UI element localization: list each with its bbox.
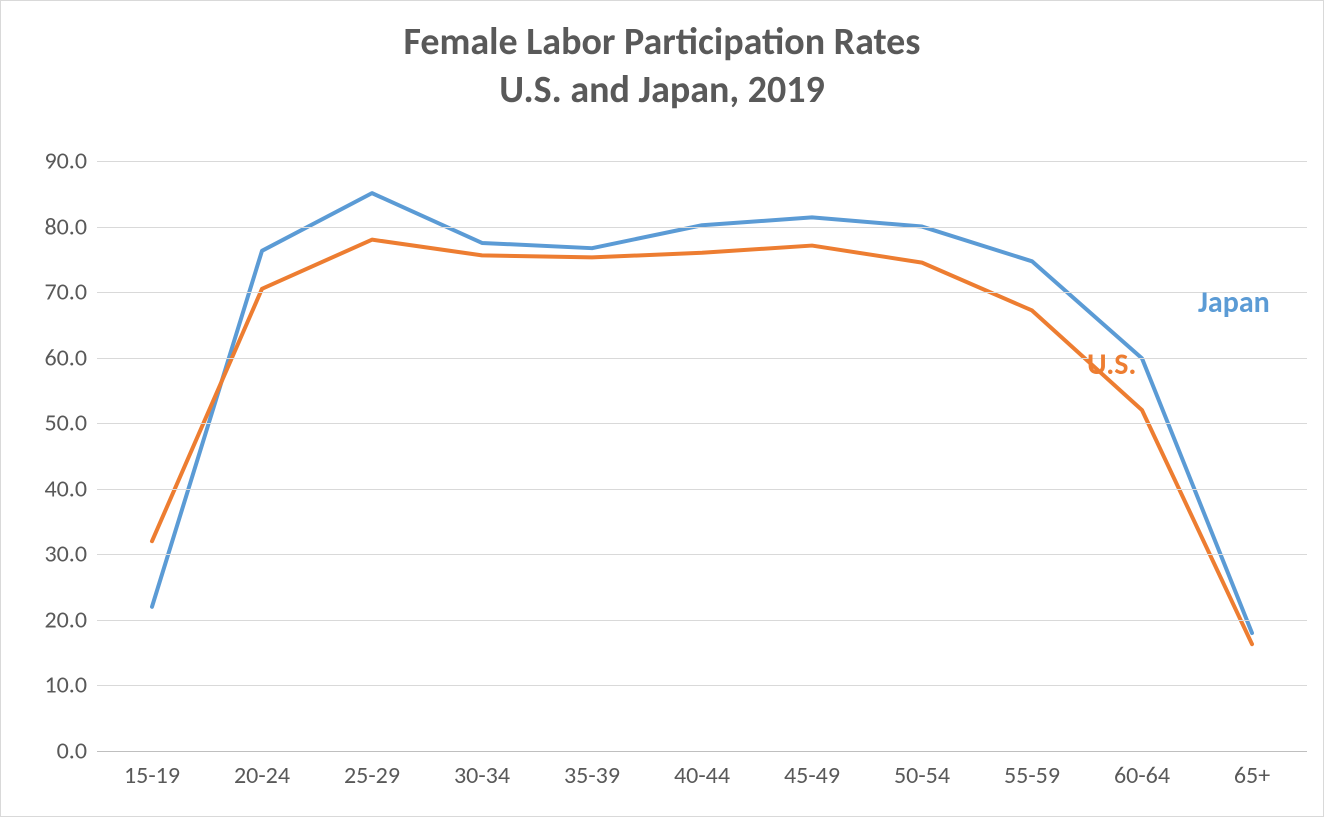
x-axis-tick-label: 15-19 — [97, 761, 207, 790]
x-axis-tick-label: 60-64 — [1087, 761, 1197, 790]
y-axis-tick-label: 10.0 — [17, 671, 87, 700]
series-line-us — [152, 240, 1252, 644]
chart-container: Female Labor Participation Rates U.S. an… — [0, 0, 1324, 817]
plot-area: 0.010.020.030.040.050.060.070.080.090.01… — [97, 161, 1307, 751]
gridline — [97, 227, 1307, 228]
gridline — [97, 292, 1307, 293]
series-label-us: U.S. — [1087, 346, 1136, 383]
y-axis-tick-label: 70.0 — [17, 278, 87, 307]
y-axis-tick-label: 0.0 — [17, 737, 87, 766]
chart-lines — [97, 161, 1307, 751]
gridline — [97, 751, 1307, 752]
x-axis-tick-label: 50-54 — [867, 761, 977, 790]
x-axis-tick-label: 35-39 — [537, 761, 647, 790]
y-axis-tick-label: 60.0 — [17, 343, 87, 372]
gridline — [97, 423, 1307, 424]
x-axis-tick-label: 65+ — [1197, 761, 1307, 790]
x-axis-tick-label: 55-59 — [977, 761, 1087, 790]
chart-title-line2: U.S. and Japan, 2019 — [499, 67, 825, 113]
y-axis-tick-label: 30.0 — [17, 540, 87, 569]
gridline — [97, 489, 1307, 490]
gridline — [97, 161, 1307, 162]
y-axis-tick-label: 40.0 — [17, 474, 87, 503]
y-axis-tick-label: 90.0 — [17, 147, 87, 176]
gridline — [97, 554, 1307, 555]
series-line-japan — [152, 193, 1252, 633]
y-axis-tick-label: 50.0 — [17, 409, 87, 438]
gridline — [97, 685, 1307, 686]
chart-title: Female Labor Participation Rates U.S. an… — [1, 19, 1323, 114]
gridline — [97, 620, 1307, 621]
y-axis-tick-label: 20.0 — [17, 605, 87, 634]
y-axis-tick-label: 80.0 — [17, 212, 87, 241]
x-axis-tick-label: 25-29 — [317, 761, 427, 790]
x-axis-tick-label: 30-34 — [427, 761, 537, 790]
series-label-japan: Japan — [1198, 284, 1270, 321]
chart-title-line1: Female Labor Participation Rates — [404, 19, 921, 65]
x-axis-tick-label: 40-44 — [647, 761, 757, 790]
x-axis-tick-label: 20-24 — [207, 761, 317, 790]
x-axis-tick-label: 45-49 — [757, 761, 867, 790]
